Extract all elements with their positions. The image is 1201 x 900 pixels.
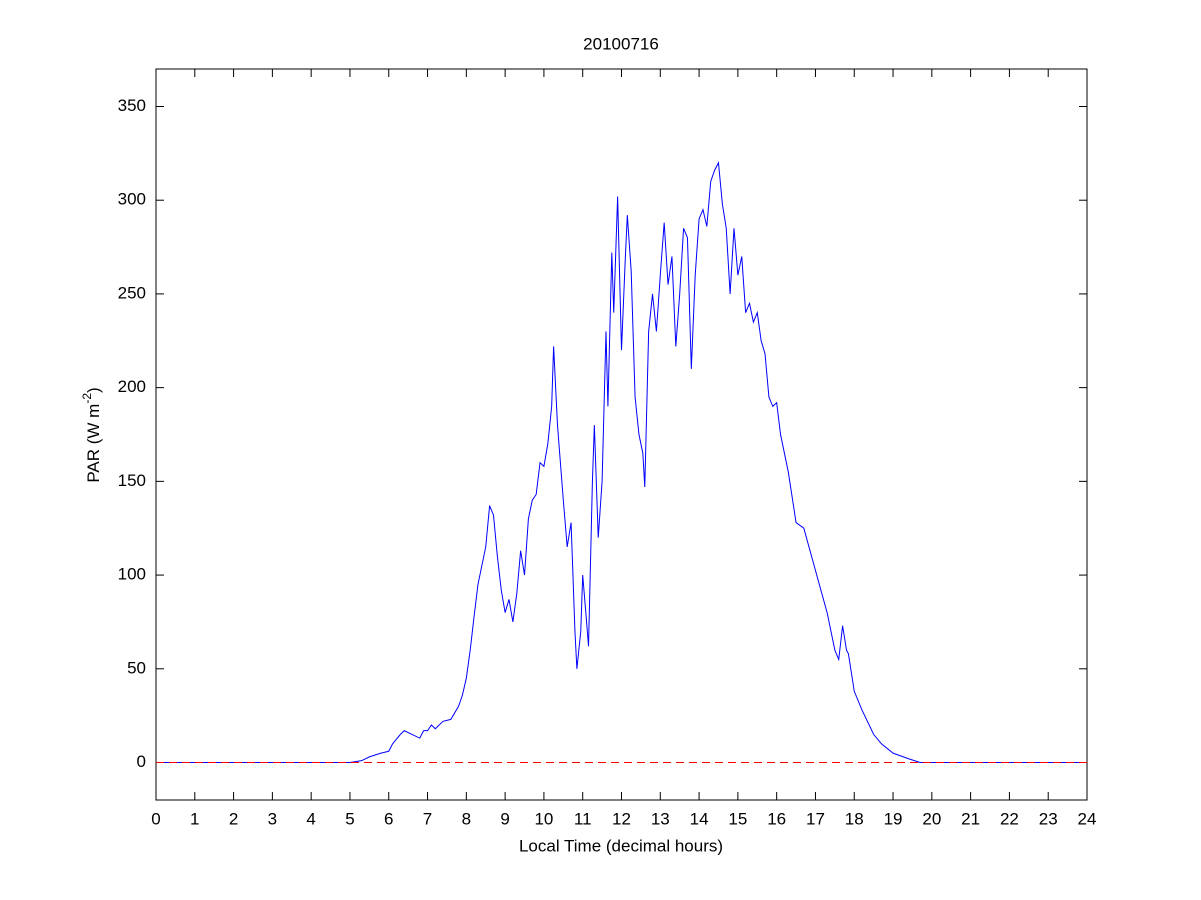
x-tick-label: 7 bbox=[423, 809, 432, 828]
x-tick-label: 6 bbox=[384, 809, 393, 828]
x-tick-label: 9 bbox=[500, 809, 509, 828]
x-tick-label: 12 bbox=[612, 809, 631, 828]
x-tick-label: 4 bbox=[306, 809, 315, 828]
y-tick-label: 100 bbox=[118, 565, 146, 584]
x-tick-label: 17 bbox=[806, 809, 825, 828]
x-tick-label: 2 bbox=[229, 809, 238, 828]
x-tick-label: 0 bbox=[151, 809, 160, 828]
x-tick-label: 19 bbox=[884, 809, 903, 828]
x-tick-label: 22 bbox=[1000, 809, 1019, 828]
plot-area bbox=[155, 68, 1088, 801]
x-tick-label: 15 bbox=[728, 809, 747, 828]
y-axis-label-text: PAR (W m bbox=[84, 404, 103, 483]
y-tick-label: 50 bbox=[127, 658, 146, 677]
data-line bbox=[156, 160, 1087, 764]
x-tick-label: 10 bbox=[534, 809, 553, 828]
x-tick-label: 14 bbox=[690, 809, 709, 828]
y-tick-label: 350 bbox=[118, 96, 146, 115]
x-tick-label: 20 bbox=[922, 809, 941, 828]
y-axis-label: PAR (W m-2) bbox=[80, 387, 103, 482]
x-tick-label: 13 bbox=[651, 809, 670, 828]
x-tick-label: 1 bbox=[190, 809, 199, 828]
y-tick-label: 150 bbox=[118, 471, 146, 490]
x-tick-label: 16 bbox=[767, 809, 786, 828]
x-tick-label: 18 bbox=[845, 809, 864, 828]
y-tick-label: 200 bbox=[118, 377, 146, 396]
x-tick-label: 8 bbox=[462, 809, 471, 828]
chart-title: 20100716 bbox=[583, 34, 659, 53]
y-tick-label: 0 bbox=[137, 752, 146, 771]
y-tick-label: 250 bbox=[118, 283, 146, 302]
x-tick-label: 24 bbox=[1078, 809, 1097, 828]
x-tick-label: 21 bbox=[961, 809, 980, 828]
x-tick-label: 23 bbox=[1039, 809, 1058, 828]
y-axis-label-end: ) bbox=[84, 387, 103, 393]
x-tick-label: 3 bbox=[268, 809, 277, 828]
y-axis-label-sup: -2 bbox=[80, 393, 94, 404]
x-tick-label: 11 bbox=[574, 809, 592, 828]
y-tick-label: 300 bbox=[118, 190, 146, 209]
x-axis-label: Local Time (decimal hours) bbox=[519, 836, 723, 855]
x-tick-label: 5 bbox=[345, 809, 354, 828]
